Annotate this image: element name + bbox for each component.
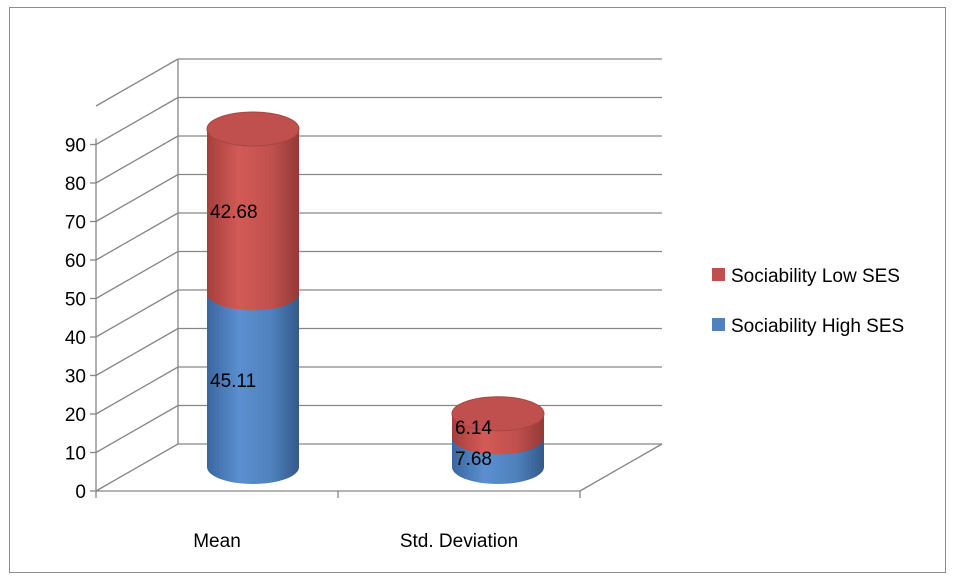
y-tick-label: 70	[65, 213, 86, 234]
gridline-side	[95, 58, 179, 107]
floor-edge	[579, 443, 663, 492]
y-tick-label: 0	[75, 482, 86, 503]
x-tick-label: Std. Deviation	[400, 531, 518, 552]
y-tick-label: 10	[65, 444, 86, 465]
gridlines	[95, 58, 662, 492]
axes: 0 10 20 30 40 50 60 70 80 90	[65, 59, 663, 503]
gridline-side	[95, 404, 179, 454]
bar-top-cap	[451, 396, 545, 432]
bar-low-0	[207, 129, 299, 311]
x-tick-label: Mean	[193, 531, 241, 552]
legend-swatch	[712, 268, 725, 281]
data-label: 7.68	[455, 449, 492, 470]
legend-label: Sociability Low SES	[731, 266, 900, 287]
data-label: 45.11	[210, 371, 256, 392]
legend: Sociability Low SES Sociability High SES	[712, 266, 904, 337]
labels: Mean Std. Deviation 45.11 42.68 7.68 6.14	[193, 202, 518, 552]
gridline-side	[95, 96, 179, 146]
bar-high-0	[207, 293, 299, 484]
data-label: 6.14	[455, 418, 492, 439]
gridline-side	[95, 289, 179, 338]
y-tick-label: 90	[65, 136, 86, 157]
y-tick-label: 50	[65, 290, 86, 311]
gridline-side	[95, 366, 179, 415]
y-tick-label: 60	[65, 251, 86, 272]
gridline-side	[95, 443, 179, 492]
gridline-side	[95, 250, 179, 300]
bars	[206, 111, 545, 484]
data-label: 42.68	[210, 202, 258, 223]
y-tick-label: 20	[65, 405, 86, 426]
y-tick-label: 80	[65, 174, 86, 195]
y-tick-label: 40	[65, 328, 86, 349]
y-tick-label: 30	[65, 367, 86, 388]
gridline-side	[95, 212, 179, 261]
gridline-side	[95, 327, 179, 377]
legend-label: Sociability High SES	[731, 316, 904, 337]
legend-swatch	[712, 318, 725, 331]
gridline-side	[95, 135, 179, 184]
bar-top-cap	[206, 111, 300, 147]
gridline-side	[95, 173, 179, 223]
